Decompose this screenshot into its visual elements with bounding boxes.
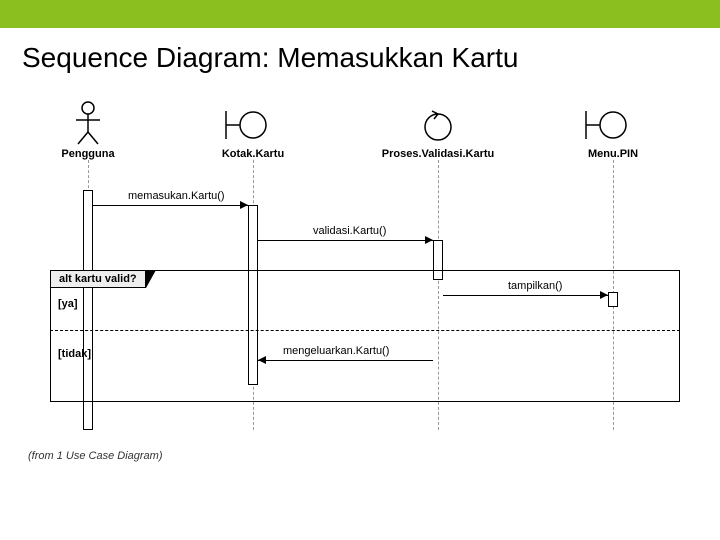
page-title: Sequence Diagram: Memasukkan Kartu: [22, 42, 518, 74]
boundary-icon: [582, 105, 632, 145]
message-label: tampilkan(): [508, 280, 562, 292]
message-label: mengeluarkan.Kartu(): [283, 345, 389, 357]
top-accent-bar: [0, 0, 720, 28]
alt-guard-tidak: [tidak]: [58, 348, 91, 360]
message-arrow: [258, 360, 433, 361]
alt-frame: [50, 270, 680, 402]
alt-separator: [50, 330, 680, 331]
alt-frame-header: alt kartu valid?: [50, 270, 146, 288]
lifeline-label-proses: Proses.Validasi.Kartu: [382, 148, 495, 160]
lifeline-label-kotak: Kotak.Kartu: [222, 148, 284, 160]
arrowhead-icon: [425, 236, 433, 244]
message-arrow: [258, 240, 433, 241]
lifeline-label-menu: Menu.PIN: [588, 148, 638, 160]
arrowhead-icon: [600, 291, 608, 299]
arrowhead-icon: [240, 201, 248, 209]
message-label: validasi.Kartu(): [313, 225, 386, 237]
message-arrow: [93, 205, 248, 206]
boundary-icon: [222, 105, 272, 145]
message-arrow: [443, 295, 608, 296]
lifeline-label-pengguna: Pengguna: [61, 148, 114, 160]
arrowhead-icon: [258, 356, 266, 364]
alt-guard-ya: [ya]: [58, 298, 78, 310]
actor-icon: [68, 100, 108, 146]
sequence-diagram: Pengguna Kotak.Kartu Proses.Validasi.Kar…: [28, 110, 698, 490]
diagram-footnote: (from 1 Use Case Diagram): [28, 450, 162, 462]
control-icon: [418, 105, 458, 145]
message-label: memasukan.Kartu(): [128, 190, 225, 202]
